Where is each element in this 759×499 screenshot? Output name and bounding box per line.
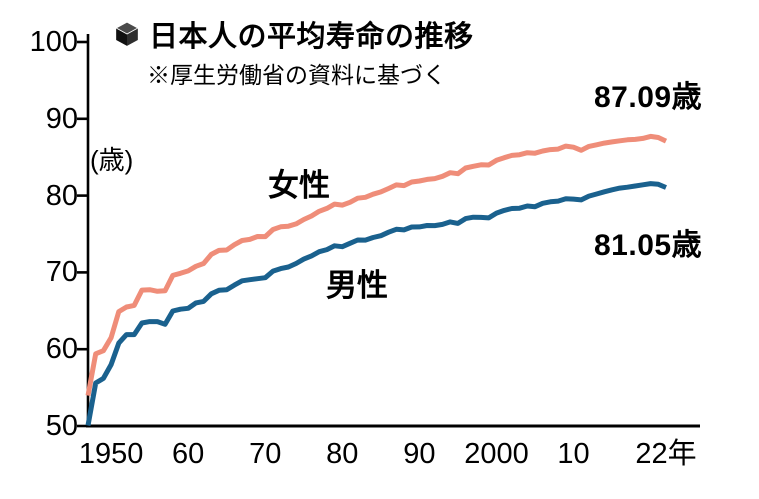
y-tick-label-60: 60 — [45, 333, 78, 366]
x-tick-label-60: 60 — [172, 438, 205, 470]
x-tick-label-80: 80 — [326, 438, 359, 470]
chart-title: 日本人の平均寿命の推移 — [149, 21, 474, 53]
y-tick-label-50: 50 — [45, 410, 78, 442]
chart-header: 日本人の平均寿命の推移 — [114, 13, 474, 55]
y-tick-label-90: 90 — [45, 102, 78, 135]
cube-bullet-icon — [115, 21, 139, 46]
female-series-label: 女性 — [268, 168, 330, 203]
y-axis-unit-label: (歳) — [90, 145, 134, 175]
x-tick-label-90: 90 — [403, 438, 436, 470]
male-final-value: 81.05歳 — [594, 229, 703, 262]
x-tick-label-1950: 1950 — [78, 438, 144, 470]
female-final-value: 87.09歳 — [594, 81, 703, 114]
male-series-label: 男性 — [326, 268, 388, 303]
x-tick-label-70: 70 — [249, 438, 282, 470]
x-tick-label-2000: 2000 — [464, 438, 529, 470]
x-tick-label-22: 22年 — [635, 438, 697, 470]
chart-source-note: ※厚生労働省の資料に基づく — [147, 63, 446, 89]
y-tick-label-80: 80 — [45, 179, 78, 212]
y-tick-label-70: 70 — [45, 256, 78, 289]
x-tick-label-10: 10 — [557, 438, 590, 470]
y-tick-label-100: 100 — [29, 26, 78, 58]
